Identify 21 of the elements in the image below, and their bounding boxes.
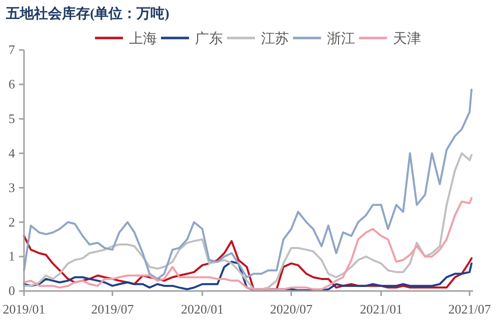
legend-label: 江苏: [261, 31, 289, 47]
y-tick-label: 7: [8, 42, 16, 58]
y-tick-label: 5: [8, 111, 15, 126]
x-tick-label: 2020/07: [270, 301, 314, 316]
legend-label: 浙江: [327, 31, 355, 47]
y-tick-label: 0: [8, 283, 15, 298]
x-tick-label: 2019/07: [91, 301, 134, 316]
legend-label: 天津: [393, 31, 421, 47]
y-tick-label: 6: [8, 76, 16, 92]
y-tick-label: 3: [8, 180, 15, 195]
x-tick-label: 2021/07: [448, 301, 492, 316]
legend-label: 广东: [195, 31, 223, 47]
legend-label: 上海: [129, 31, 157, 47]
x-tick-label: 2019/01: [2, 301, 46, 316]
line-series: [23, 88, 473, 280]
y-tick-label: 2: [8, 214, 15, 230]
y-tick-label: 4: [8, 145, 16, 160]
x-tick-label: 2020/01: [181, 301, 224, 316]
chart-title: 五地社会库存(单位：万吨): [5, 5, 170, 22]
x-tick-label: 2021/01: [360, 301, 402, 316]
y-tick-label: 1: [8, 248, 15, 264]
